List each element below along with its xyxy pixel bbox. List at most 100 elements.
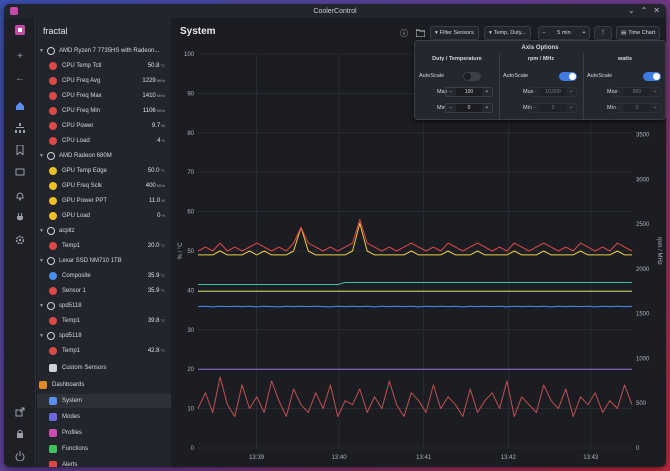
chevron-down-icon[interactable]: ▼ (39, 258, 44, 264)
decrease-icon[interactable]: − (449, 89, 453, 95)
chart-icon: ▤ (621, 30, 627, 36)
card-icon[interactable] (12, 164, 28, 180)
device-group[interactable]: ▼ acpitz (37, 224, 171, 238)
maximize-icon[interactable]: ⌃ (640, 6, 648, 15)
functions-item-label: Functions (62, 446, 89, 452)
increase-icon[interactable]: + (569, 105, 573, 111)
decrease-icon[interactable]: − (617, 105, 621, 111)
y-tick-label: 60 (187, 210, 194, 216)
autoscale-toggle[interactable] (463, 72, 481, 81)
max-stepper[interactable]: −800 + (613, 87, 661, 97)
sensor-channel[interactable]: CPU Freq Avg 1229MHz (37, 74, 171, 88)
chevron-down-icon[interactable]: ▼ (39, 153, 44, 159)
min-stepper[interactable]: −0 + (445, 103, 493, 113)
device-group[interactable]: ▼ AMD Radeon 680M (37, 149, 171, 163)
device-group[interactable]: ▼ AMD Ryzen 7 7735HS with Radeon... (37, 44, 171, 58)
decrease-icon[interactable]: − (449, 105, 453, 111)
chevron-down-icon[interactable]: ▼ (39, 333, 44, 339)
increase-icon[interactable]: + (653, 89, 657, 95)
filter-type-button[interactable]: ▾ Temp, Duty... (484, 26, 531, 40)
max-value[interactable]: 100 (456, 88, 482, 96)
decrease-icon[interactable]: − (542, 30, 546, 36)
profiles-item[interactable]: Profiles (37, 426, 171, 440)
chevron-down-icon[interactable]: ▼ (39, 228, 44, 234)
sensor-channel[interactable]: CPU Power 9.7W (37, 119, 171, 133)
home-icon[interactable] (12, 98, 28, 114)
sensor-channel[interactable]: CPU Load 4% (37, 134, 171, 148)
sensor-channel[interactable]: GPU Freq Sclk 400MHz (37, 179, 171, 193)
increase-icon[interactable]: + (569, 89, 573, 95)
lock-icon[interactable] (12, 426, 28, 442)
sensor-channel[interactable]: GPU Load 0% (37, 209, 171, 223)
chevron-down-icon[interactable]: ▼ (39, 48, 44, 54)
bell-icon[interactable] (12, 188, 28, 204)
increase-icon[interactable]: + (653, 105, 657, 111)
bookmark-icon[interactable] (12, 142, 28, 158)
filter-sensors-button[interactable]: ▾ Filter Sensors (430, 26, 479, 40)
chevron-down-icon[interactable]: ▼ (39, 303, 44, 309)
increase-icon[interactable]: + (485, 105, 489, 111)
min-stepper[interactable]: −0 + (613, 103, 661, 113)
device-icon (47, 47, 55, 55)
y-tick-label: 50 (187, 249, 194, 255)
sensor-value: 50.8°C (147, 63, 165, 69)
max-value[interactable]: 10,000 (540, 88, 566, 96)
sensor-icon (49, 167, 57, 175)
sensor-channel[interactable]: CPU Freq Max 1410MHz (37, 89, 171, 103)
gear-icon[interactable] (12, 232, 28, 248)
device-group[interactable]: ▼ spd5118 (37, 299, 171, 313)
max-stepper[interactable]: −100 + (445, 87, 493, 97)
hierarchy-icon[interactable] (12, 120, 28, 136)
power-icon[interactable] (12, 448, 28, 464)
dashboard-item-system[interactable]: System (37, 394, 171, 408)
sensor-channel[interactable]: GPU Power PPT 11.0W (37, 194, 171, 208)
alerts-item[interactable]: Alerts (37, 458, 171, 467)
increase-icon[interactable]: + (485, 89, 489, 95)
decrease-icon[interactable]: − (533, 89, 537, 95)
autoscale-toggle[interactable] (559, 72, 577, 81)
profiles-item-label: Profiles (62, 430, 83, 436)
alerts-item-label: Alerts (62, 462, 78, 467)
sensor-channel[interactable]: Temp1 39.8°C (37, 314, 171, 328)
modes-item[interactable]: Modes (37, 410, 171, 424)
increase-icon[interactable]: + (582, 30, 586, 36)
sensor-channel[interactable]: Composite 35.9°C (37, 269, 171, 283)
functions-item[interactable]: Functions (37, 442, 171, 456)
add-icon[interactable]: + (17, 50, 23, 62)
sensor-channel[interactable]: Sensor 1 35.9°C (37, 284, 171, 298)
column-divider (499, 53, 500, 119)
min-value[interactable]: 0 (540, 104, 566, 112)
device-group[interactable]: ▼ spd5118 (37, 329, 171, 343)
axis-icon: ᛉ (601, 30, 605, 36)
sensor-channel[interactable]: GPU Temp Edge 50.0°C (37, 164, 171, 178)
axis-options-button[interactable]: ᛉ (594, 26, 612, 40)
axis-column-heading: watts (617, 56, 633, 62)
sensor-channel[interactable]: CPU Freq Min 1106MHz (37, 104, 171, 118)
min-value[interactable]: 0 (456, 104, 482, 112)
decrease-icon[interactable]: − (617, 89, 621, 95)
back-icon[interactable]: ← (15, 72, 25, 84)
sensor-channel[interactable]: Temp1 42.8°C (37, 344, 171, 358)
autoscale-toggle[interactable] (643, 72, 661, 81)
plug-icon[interactable] (12, 210, 28, 226)
sensor-icon (49, 182, 57, 190)
custom-sensors-item[interactable]: Custom Sensors (37, 361, 171, 375)
chart-type-button[interactable]: ▤ Time Chart (616, 26, 661, 40)
decrease-icon[interactable]: − (533, 105, 537, 111)
info-icon[interactable]: ⓘ (400, 28, 408, 38)
app-logo-icon[interactable] (12, 22, 28, 38)
sensor-channel[interactable]: Temp1 20.0°C (37, 239, 171, 253)
device-group[interactable]: ▼ Lexar SSD NM710 1TB (37, 254, 171, 268)
max-stepper[interactable]: −10,000 + (529, 87, 577, 97)
export-icon[interactable] (12, 404, 28, 420)
minimize-icon[interactable]: ⌄ (627, 6, 635, 15)
min-value[interactable]: 0 (624, 104, 650, 112)
folder-icon[interactable] (414, 26, 426, 40)
min-stepper[interactable]: −0 + (529, 103, 577, 113)
max-value[interactable]: 800 (624, 88, 650, 96)
dashboards-group[interactable]: Dashboards (37, 378, 171, 392)
sensor-icon (49, 272, 57, 280)
close-icon[interactable]: ✕ (653, 6, 660, 15)
time-range-stepper[interactable]: − 5 min + (538, 26, 590, 40)
sensor-channel[interactable]: CPU Temp Tctl 50.8°C (37, 59, 171, 73)
